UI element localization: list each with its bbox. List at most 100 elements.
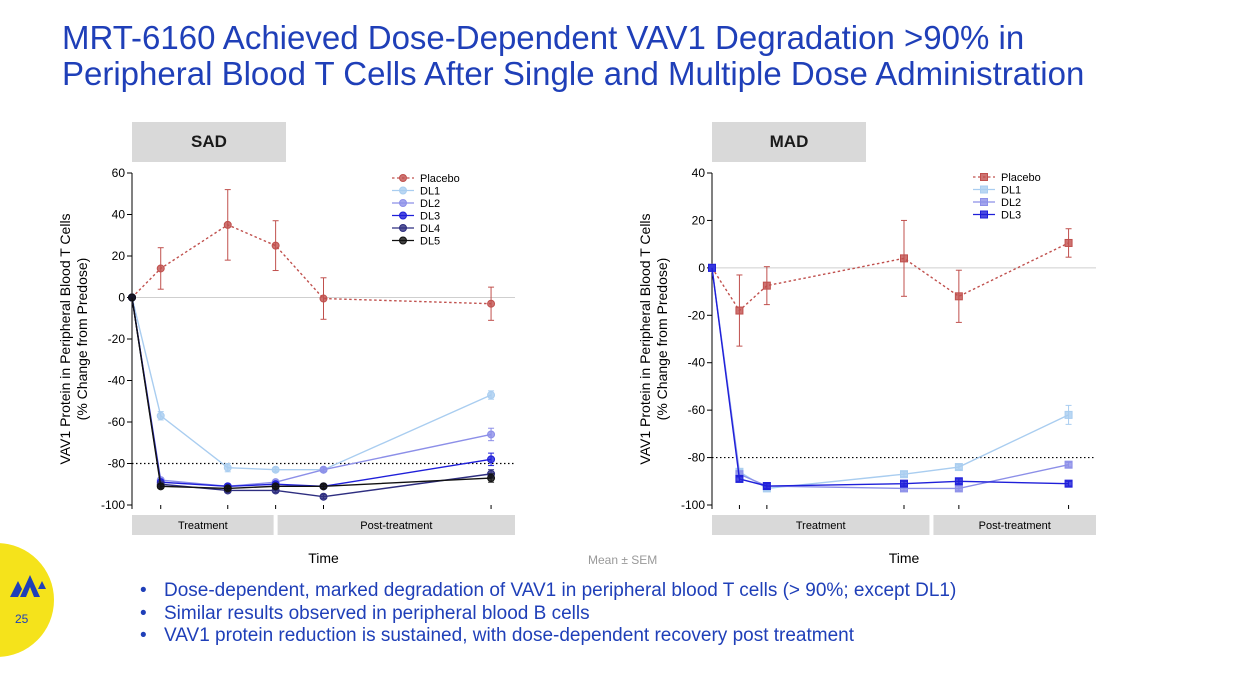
footnote-mean-sem: Mean ± SEM: [588, 553, 658, 567]
sad-y-tick-label: -20: [108, 332, 126, 346]
mad-series-dl3-point: [1064, 479, 1073, 488]
mad-series-placebo-line: [711, 242, 1069, 312]
slide-title: MRT-6160 Achieved Dose-Dependent VAV1 De…: [62, 20, 1212, 92]
mad-legend-dl1-swatch-marker: [980, 185, 988, 194]
mad-y-tick-label: 40: [692, 166, 706, 180]
bullet-item: Similar results observed in peripheral b…: [140, 603, 956, 626]
sad-series-dl5-point: [156, 482, 165, 491]
sad-legend-placebo-swatch-marker: [399, 174, 407, 182]
sad-series-dl1-point: [223, 463, 232, 472]
mad-series-placebo-point: [954, 292, 963, 301]
mad-series-placebo-point: [900, 254, 908, 263]
sad-y-tick-label: 0: [118, 291, 125, 305]
sad-series-placebo-point: [156, 264, 165, 273]
sad-series-dl4-point: [319, 492, 328, 501]
sad-legend-dl2-swatch-marker: [399, 199, 407, 207]
sad-chart: 60 40 20 0 -20 -40 -60 -80 -100 Treatment Post-tre…: [57, 166, 515, 566]
sad-series-dl5-point: [271, 482, 280, 491]
sad-series-dl2-point: [319, 465, 328, 474]
mad-series-dl1-point: [954, 463, 963, 472]
sad-series-dl3-point: [487, 455, 496, 464]
mad-series-placebo-point: [1064, 238, 1073, 247]
mad-legend-placebo-swatch-marker: [980, 173, 988, 181]
sad-y-tick-label: -80: [108, 457, 126, 471]
sad-y-tick-label: 40: [112, 208, 126, 222]
mad-series-dl3-point: [954, 477, 963, 486]
bullet-item: VAV1 protein reduction is sustained, wit…: [140, 625, 956, 648]
bullet-list: Dose-dependent, marked degradation of VA…: [140, 580, 956, 648]
mad-phase-bar: [933, 515, 1096, 535]
sad-panel-header: SAD: [132, 122, 286, 162]
sad-y-tick-label: 60: [112, 166, 126, 180]
sad-legend-dl5-swatch-marker: [399, 236, 407, 245]
sad-series-dl5-point: [319, 482, 328, 491]
mad-y-axis-label-units: (% Change from Predose): [654, 258, 670, 421]
mad-series-placebo-point: [735, 306, 744, 315]
mad-series-dl1-line: [711, 267, 1069, 490]
mad-y-axis-label: VAV1 Protein in Peripheral Blood T Cells: [637, 213, 653, 464]
mad-legend-dl2-label: DL2: [1001, 197, 1021, 209]
mad-legend-placebo-label: Placebo: [1001, 172, 1041, 184]
sad-phase-label: Post-treatment: [360, 520, 432, 532]
sad-y-tick-label: -100: [101, 498, 125, 512]
sad-legend-dl5-label: DL5: [420, 236, 440, 248]
sad-y-axis-label: VAV1 Protein in Peripheral Blood T Cells: [57, 213, 73, 464]
sad-series-placebo-point: [319, 294, 328, 303]
mad-y-tick-label: 20: [692, 213, 706, 227]
mad-legend-dl3-swatch-marker: [980, 210, 988, 219]
sad-y-tick-label: -40: [108, 374, 126, 388]
mad-x-axis-label: Time: [889, 550, 920, 566]
mad-y-tick-label: -60: [688, 403, 706, 417]
sad-legend-dl3-swatch-marker: [399, 211, 407, 220]
mad-legend-dl1-label: DL1: [1001, 185, 1021, 197]
sad-legend-dl3-label: DL3: [420, 211, 440, 223]
sad-series-dl1-point: [156, 411, 165, 420]
sad-legend-dl1-swatch-marker: [399, 186, 407, 195]
mad-series-dl1-point: [1064, 410, 1073, 419]
mad-series-dl3-line: [711, 267, 1069, 487]
mad-series-dl3-point: [762, 482, 771, 491]
mad-y-tick-label: -80: [688, 451, 706, 465]
sad-x-axis-label: Time: [308, 550, 339, 566]
mad-phase-bar: [712, 515, 930, 535]
mad-series-placebo-point: [762, 281, 771, 290]
mad-legend-dl2-swatch-marker: [980, 198, 988, 206]
mad-y-tick-label: -100: [681, 498, 705, 512]
sad-series-dl1-point: [271, 465, 280, 474]
slide-title-line-1: MRT-6160 Achieved Dose-Dependent VAV1 De…: [62, 19, 1025, 56]
mad-y-tick-label: 0: [698, 261, 705, 275]
sad-series-dl5-point: [128, 293, 136, 302]
sad-series-placebo-point: [223, 220, 232, 229]
sad-legend-placebo-label: Placebo: [420, 173, 460, 185]
mad-panel-header: MAD: [712, 122, 866, 162]
mad-series-dl2-line: [711, 267, 1069, 490]
sad-phase-bar: [132, 515, 274, 535]
mad-series-dl1-point: [900, 470, 908, 479]
sad-phase-label: Treatment: [178, 520, 228, 532]
company-logo-icon: [10, 575, 46, 597]
mad-series-dl2-point: [954, 484, 963, 493]
sad-y-tick-label: 20: [112, 249, 126, 263]
sad-legend-dl1-label: DL1: [420, 186, 440, 198]
slide-title-line-2: Peripheral Blood T Cells After Single an…: [62, 55, 1085, 92]
mad-y-tick-label: -20: [688, 308, 706, 322]
mad-phase-label: Post-treatment: [979, 520, 1051, 532]
page-number: 25: [15, 612, 29, 626]
sad-series-placebo-point: [487, 299, 496, 308]
mad-series-dl3-point: [900, 479, 908, 488]
sad-series-placebo-line: [131, 224, 492, 305]
mad-phase-label: Treatment: [796, 520, 846, 532]
mad-series-dl3-point: [735, 474, 744, 483]
bullet-item: Dose-dependent, marked degradation of VA…: [140, 580, 956, 603]
sad-phase-bar: [277, 515, 515, 535]
sad-series-dl1-point: [487, 391, 496, 400]
sad-series-dl1-line: [131, 297, 492, 471]
sad-series-placebo-point: [271, 241, 280, 250]
sad-legend-dl4-swatch-marker: [399, 224, 407, 232]
mad-legend-dl3-label: DL3: [1001, 210, 1021, 222]
sad-y-tick-label: -60: [108, 415, 126, 429]
sad-legend-dl4-label: DL4: [420, 223, 440, 235]
mad-y-tick-label: -40: [688, 356, 706, 370]
sad-y-axis-label-units: (% Change from Predose): [74, 258, 90, 421]
